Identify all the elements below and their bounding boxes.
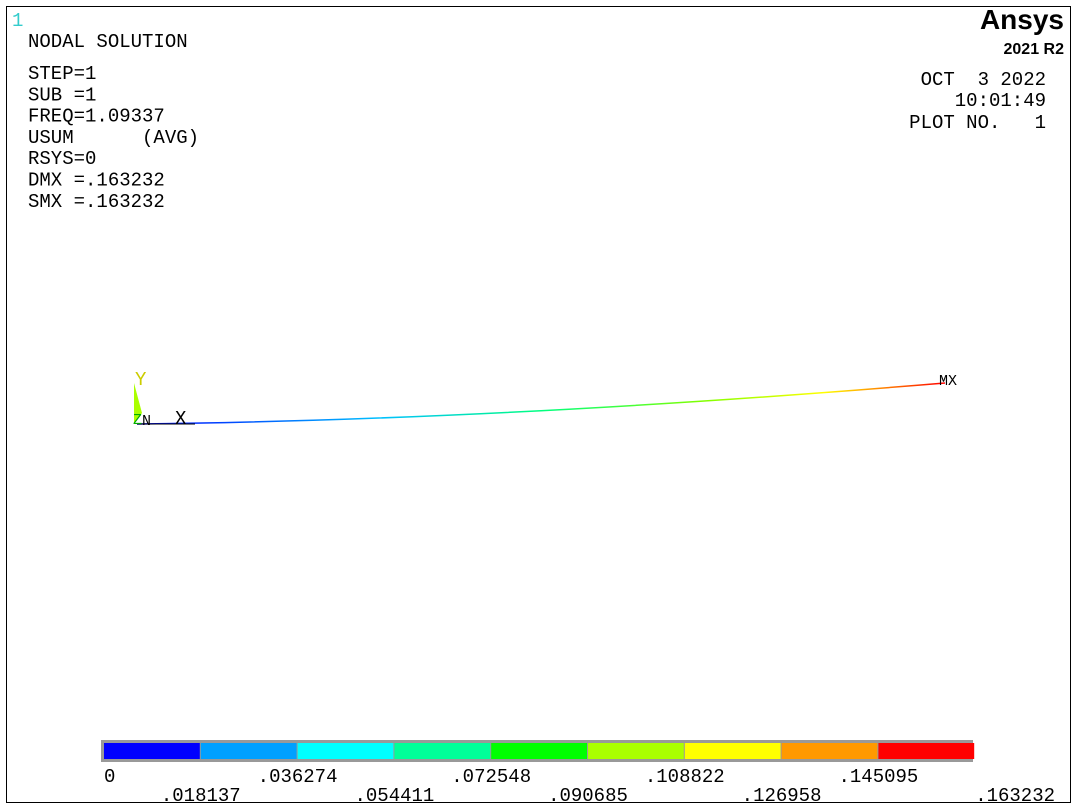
- info-line: FREQ=1.09337: [28, 106, 165, 128]
- legend-label: .054411: [354, 785, 434, 807]
- legend-swatch: [781, 743, 878, 759]
- legend-swatch: [878, 743, 975, 759]
- plot-number: PLOT NO. 1: [909, 112, 1046, 134]
- legend-label: .018137: [161, 785, 241, 807]
- legend-label: .126958: [742, 785, 822, 807]
- plot-title: NODAL SOLUTION: [28, 31, 188, 53]
- viewport-border: [6, 6, 1071, 803]
- triad-y-label: Y: [135, 369, 147, 391]
- legend-swatch: [491, 743, 587, 759]
- legend-label: .090685: [548, 785, 628, 807]
- info-line: RSYS=0: [28, 148, 96, 170]
- legend-label: .036274: [258, 766, 338, 788]
- info-line: SUB =1: [28, 84, 96, 106]
- info-line: USUM (AVG): [28, 127, 199, 149]
- brand-name: Ansys: [980, 4, 1064, 35]
- legend-label: .108822: [645, 766, 725, 788]
- info-line: STEP=1: [28, 63, 96, 85]
- triad-y: [134, 383, 142, 424]
- triad-x-label: X: [175, 408, 187, 430]
- time: 10:01:49: [955, 90, 1046, 112]
- legend-label: .145095: [838, 766, 918, 788]
- legend-swatch: [394, 743, 491, 759]
- legend-label: .072548: [451, 766, 531, 788]
- info-line: SMX =.163232: [28, 191, 165, 213]
- info-line: DMX =.163232: [28, 170, 165, 192]
- deformed-beam: [136, 382, 946, 425]
- node-label: N: [142, 413, 151, 430]
- date: OCT 3 2022: [921, 69, 1046, 91]
- window-number: 1: [12, 10, 23, 32]
- legend-swatch: [297, 743, 394, 759]
- legend-swatch: [588, 743, 684, 759]
- legend-label: 0: [104, 766, 115, 788]
- brand-version: 2021 R2: [1004, 41, 1065, 58]
- legend-label: .163232: [975, 785, 1055, 807]
- legend-swatch: [104, 743, 200, 759]
- max-marker: MX: [939, 373, 957, 390]
- triad-z-label: Z: [133, 412, 142, 429]
- legend-swatch: [684, 743, 781, 759]
- legend-swatch: [200, 743, 297, 759]
